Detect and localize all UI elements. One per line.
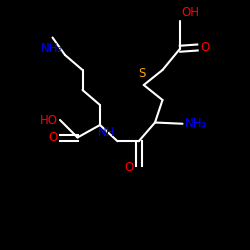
- Text: NH₂: NH₂: [185, 117, 207, 130]
- Text: O: O: [48, 131, 58, 144]
- Text: NH: NH: [98, 126, 115, 139]
- Text: OH: OH: [181, 6, 199, 19]
- Text: O: O: [124, 161, 134, 174]
- Text: HO: HO: [40, 114, 58, 126]
- Text: NH₂: NH₂: [42, 42, 64, 56]
- Text: O: O: [200, 41, 209, 54]
- Text: S: S: [138, 67, 145, 80]
